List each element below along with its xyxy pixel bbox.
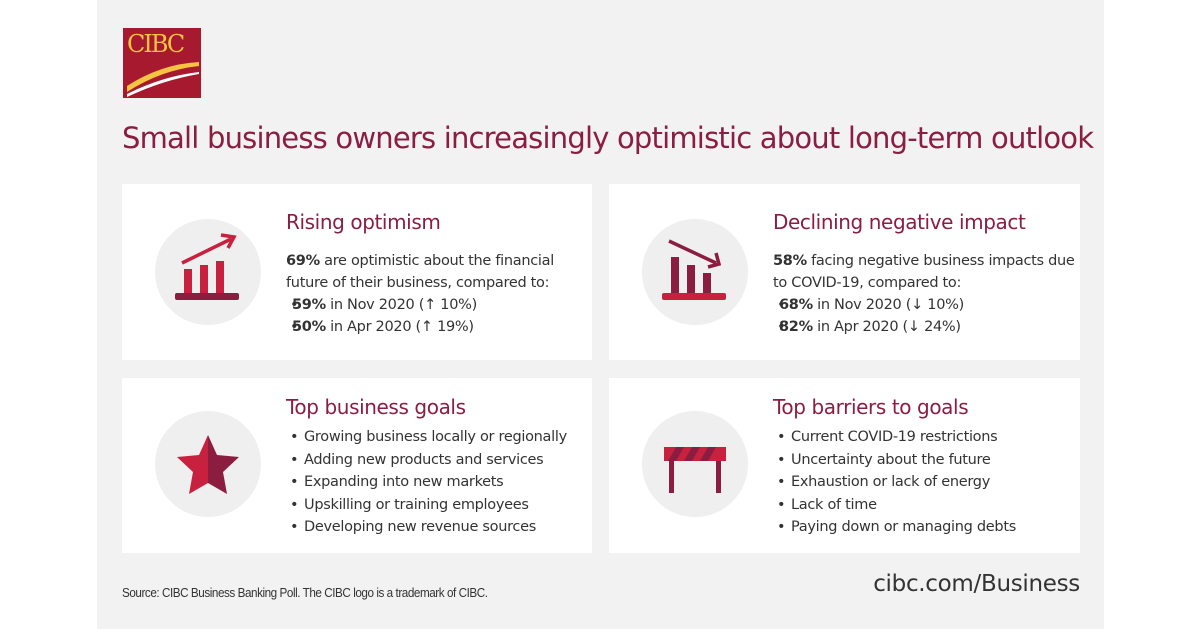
stat-value: 58% bbox=[773, 253, 807, 269]
cibc-logo: CIBC bbox=[123, 28, 201, 98]
stat-text: are optimistic about the financial futur… bbox=[286, 253, 554, 291]
website-url: cibc.com/Business bbox=[873, 571, 1080, 597]
star-icon bbox=[155, 411, 261, 517]
card-barriers: Top barriers to goals Current COVID-19 r… bbox=[609, 378, 1080, 553]
list-item: Lack of time bbox=[773, 494, 1016, 517]
card-heading: Top business goals bbox=[286, 395, 466, 419]
list-item: Paying down or managing debts bbox=[773, 516, 1016, 539]
card-declining-impact: Declining negative impact 58% facing neg… bbox=[609, 184, 1080, 360]
list-item: 50% in Apr 2020 (↑ 19%) bbox=[286, 316, 592, 338]
goals-list: Growing business locally or regionally A… bbox=[286, 426, 567, 539]
list-item: Uncertainty about the future bbox=[773, 449, 1016, 472]
rising-chart-icon bbox=[155, 219, 261, 325]
list-item: Upskilling or training employees bbox=[286, 494, 567, 517]
list-item: 68% in Nov 2020 (↓ 10%) bbox=[773, 294, 1080, 316]
list-item: 82% in Apr 2020 (↓ 24%) bbox=[773, 316, 1080, 338]
list-item: Exhaustion or lack of energy bbox=[773, 471, 1016, 494]
stat-text: facing negative business impacts due to … bbox=[773, 253, 1075, 291]
list-item: Expanding into new markets bbox=[286, 471, 567, 494]
card-body: 69% are optimistic about the financial f… bbox=[286, 250, 592, 338]
declining-chart-icon bbox=[642, 219, 748, 325]
card-heading: Declining negative impact bbox=[773, 210, 1026, 234]
card-body: 58% facing negative business impacts due… bbox=[773, 250, 1080, 338]
list-item: Current COVID-19 restrictions bbox=[773, 426, 1016, 449]
list-item: Growing business locally or regionally bbox=[286, 426, 567, 449]
page-title: Small business owners increasingly optim… bbox=[122, 121, 1094, 155]
barriers-list: Current COVID-19 restrictions Uncertaint… bbox=[773, 426, 1016, 539]
card-rising-optimism: Rising optimism 69% are optimistic about… bbox=[122, 184, 592, 360]
list-item: 59% in Nov 2020 (↑ 10%) bbox=[286, 294, 592, 316]
barrier-icon bbox=[642, 411, 748, 517]
card-heading: Top barriers to goals bbox=[773, 395, 969, 419]
list-item: Developing new revenue sources bbox=[286, 516, 567, 539]
card-heading: Rising optimism bbox=[286, 210, 441, 234]
card-business-goals: Top business goals Growing business loca… bbox=[122, 378, 592, 553]
stat-value: 69% bbox=[286, 253, 320, 269]
list-item: Adding new products and services bbox=[286, 449, 567, 472]
source-note: Source: CIBC Business Banking Poll. The … bbox=[122, 585, 488, 600]
